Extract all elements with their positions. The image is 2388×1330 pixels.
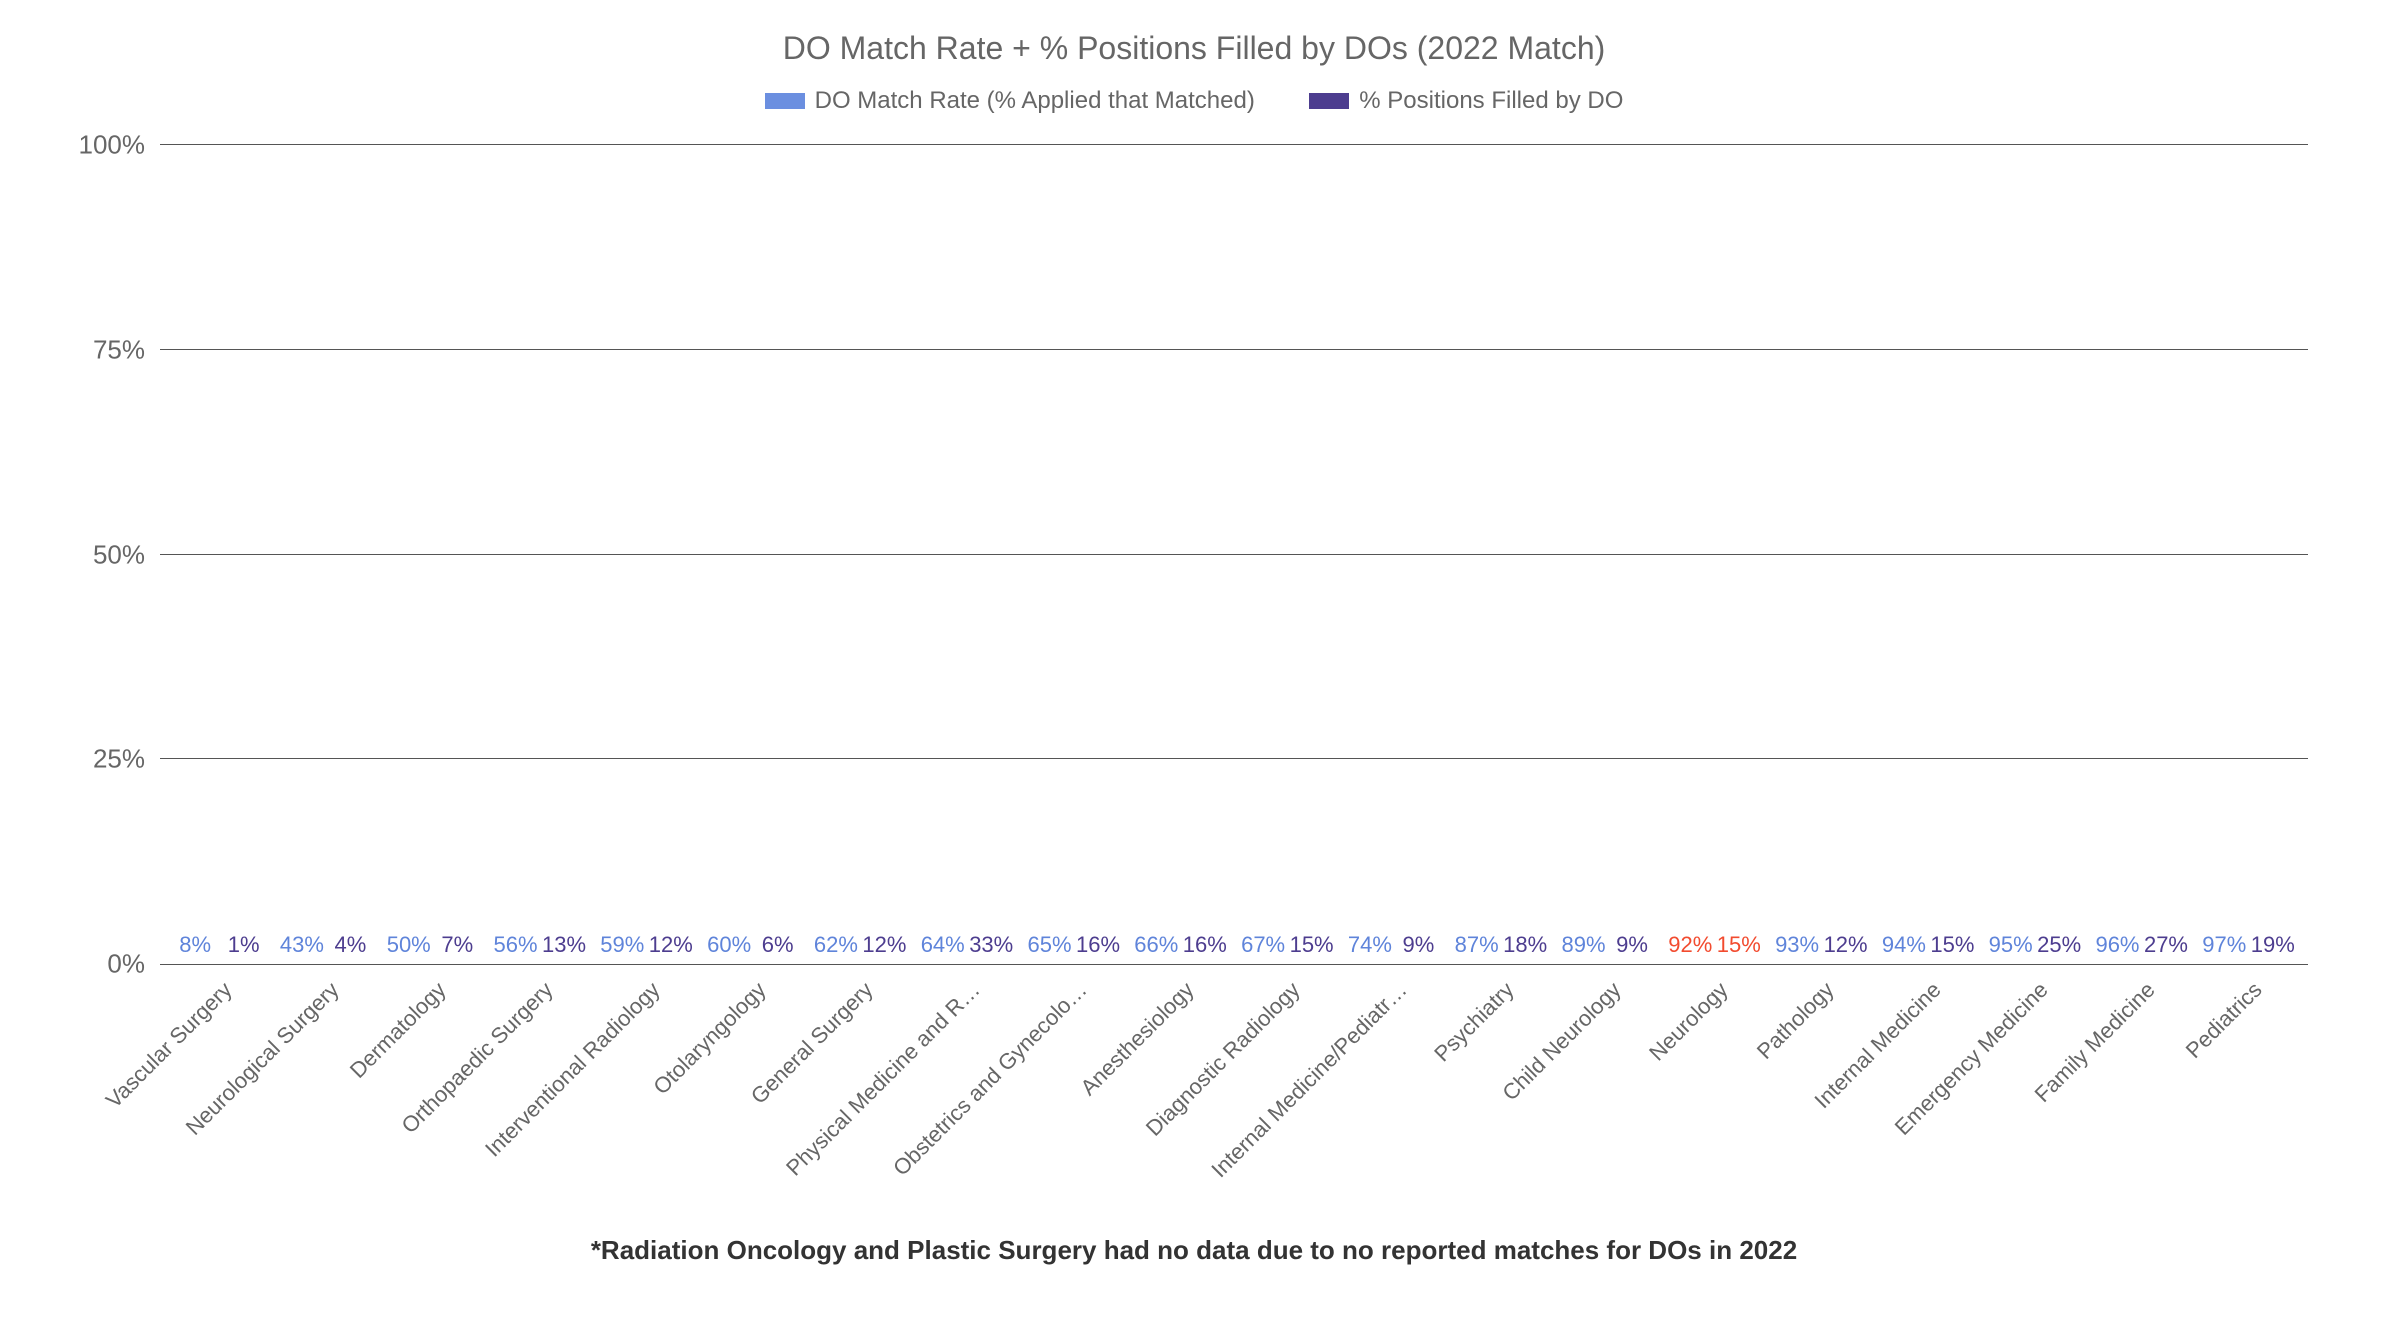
- y-tick-label: 100%: [79, 130, 146, 161]
- bar-label: 12%: [862, 932, 906, 958]
- bar-label: 6%: [762, 932, 794, 958]
- bars-row: 8%1%43%4%50%7%56%13%59%12%60%6%62%12%64%…: [160, 145, 2308, 964]
- bar-label: 8%: [179, 932, 211, 958]
- x-label-slot: Psychiatry: [1448, 965, 1555, 1225]
- bar-label: 74%: [1348, 932, 1392, 958]
- x-label-slot: Neurological Surgery: [273, 965, 380, 1225]
- bar-label: 9%: [1403, 932, 1435, 958]
- x-label-slot: Neurology: [1661, 965, 1768, 1225]
- bar-label: 27%: [2144, 932, 2188, 958]
- bar-label: 67%: [1241, 932, 1285, 958]
- bar-label: 92%: [1668, 932, 1712, 958]
- x-label-slot: Obstetrics and Gynecolo…: [1020, 965, 1127, 1225]
- bar-label: 97%: [2202, 932, 2246, 958]
- bar-label: 33%: [969, 932, 1013, 958]
- chart-container: DO Match Rate + % Positions Filled by DO…: [0, 0, 2388, 1330]
- x-label-slot: Child Neurology: [1554, 965, 1661, 1225]
- bar-label: 64%: [921, 932, 965, 958]
- y-tick-label: 0%: [107, 949, 145, 980]
- chart-footnote: *Radiation Oncology and Plastic Surgery …: [40, 1235, 2348, 1266]
- y-tick-label: 25%: [93, 744, 145, 775]
- y-tick-label: 75%: [93, 334, 145, 365]
- bar-label: 89%: [1561, 932, 1605, 958]
- bar-label: 1%: [228, 932, 260, 958]
- bar-label: 12%: [649, 932, 693, 958]
- bar-label: 18%: [1503, 932, 1547, 958]
- bar-label: 4%: [335, 932, 367, 958]
- bar-label: 93%: [1775, 932, 1819, 958]
- bar-label: 94%: [1882, 932, 1926, 958]
- bar-label: 7%: [441, 932, 473, 958]
- bar-label: 19%: [2251, 932, 2295, 958]
- bar-label: 15%: [1930, 932, 1974, 958]
- bar-label: 60%: [707, 932, 751, 958]
- bar-label: 13%: [542, 932, 586, 958]
- bar-label: 96%: [2095, 932, 2139, 958]
- bar-label: 87%: [1455, 932, 1499, 958]
- bar-label: 16%: [1076, 932, 1120, 958]
- x-label-slot: Internal Medicine/Pediatr…: [1341, 965, 1448, 1225]
- plot-wrapper: 0%25%50%75%100%8%1%43%4%50%7%56%13%59%12…: [160, 145, 2308, 965]
- bar-label: 56%: [494, 932, 538, 958]
- chart-title: DO Match Rate + % Positions Filled by DO…: [40, 30, 2348, 67]
- legend-label: % Positions Filled by DO: [1359, 87, 1623, 115]
- plot-area: 0%25%50%75%100%8%1%43%4%50%7%56%13%59%12…: [160, 145, 2308, 965]
- bar-label: 15%: [1290, 932, 1334, 958]
- bar-label: 43%: [280, 932, 324, 958]
- bar-label: 12%: [1824, 932, 1868, 958]
- legend: DO Match Rate (% Applied that Matched) %…: [40, 87, 2348, 115]
- bar-label: 15%: [1717, 932, 1761, 958]
- bar-label: 95%: [1989, 932, 2033, 958]
- legend-label: DO Match Rate (% Applied that Matched): [815, 87, 1255, 115]
- legend-swatch: [1309, 93, 1349, 109]
- x-label-slot: Family Medicine: [2088, 965, 2195, 1225]
- bar-label: 50%: [387, 932, 431, 958]
- x-label-slot: Pediatrics: [2195, 965, 2302, 1225]
- bar-label: 25%: [2037, 932, 2081, 958]
- bar-label: 62%: [814, 932, 858, 958]
- legend-swatch: [765, 93, 805, 109]
- y-tick-label: 50%: [93, 539, 145, 570]
- x-label-slot: Interventional Radiology: [593, 965, 700, 1225]
- bar-label: 59%: [600, 932, 644, 958]
- bar-label: 66%: [1134, 932, 1178, 958]
- bar-label: 16%: [1183, 932, 1227, 958]
- bar-label: 9%: [1616, 932, 1648, 958]
- legend-item-match-rate: DO Match Rate (% Applied that Matched): [765, 87, 1255, 115]
- legend-item-positions-filled: % Positions Filled by DO: [1309, 87, 1623, 115]
- x-axis-labels: Vascular SurgeryNeurological SurgeryDerm…: [160, 965, 2308, 1225]
- bar-label: 65%: [1027, 932, 1071, 958]
